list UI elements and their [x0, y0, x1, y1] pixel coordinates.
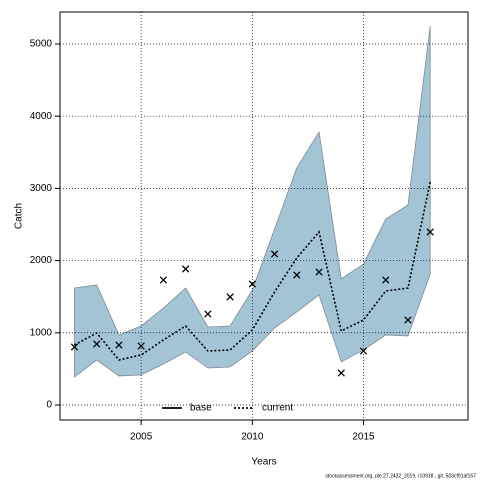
y-tick-label: 4000 [30, 111, 53, 122]
observed-point [359, 347, 368, 355]
observed-point [226, 293, 234, 301]
observed-point [337, 369, 345, 377]
observed-point [270, 250, 279, 258]
x-tick-label: 2010 [241, 432, 264, 443]
observed-point [159, 276, 168, 284]
observed-point [293, 271, 301, 279]
plot-frame [59, 11, 469, 421]
x-axis-label: Years [251, 457, 276, 468]
confidence-band [74, 25, 431, 378]
y-tick-label: 1000 [30, 327, 53, 338]
y-tick-label: 3000 [30, 183, 53, 194]
observed-point [93, 340, 101, 348]
observed-point [70, 343, 79, 351]
y-axis-label: Catch [14, 203, 25, 229]
y-tick-label: 0 [46, 400, 52, 411]
observed-point [315, 268, 323, 276]
observed-point [382, 276, 390, 284]
footer: stockassessment.org, ple.27.2432_2019, r… [325, 473, 476, 479]
observed-point [248, 280, 256, 288]
line-series [74, 181, 431, 361]
observed-point [137, 342, 145, 350]
observed-point [115, 341, 123, 349]
y-tick-label: 2000 [30, 255, 53, 266]
legend-label: base [190, 403, 212, 414]
observed-point [204, 310, 212, 318]
observed-point [181, 265, 190, 273]
y-tick-label: 5000 [30, 39, 53, 50]
observed-point [426, 228, 434, 236]
x-tick-label: 2005 [130, 432, 153, 443]
x-tick-label: 2015 [352, 432, 375, 443]
legend-label: current [262, 403, 293, 414]
observed-point [404, 316, 412, 324]
